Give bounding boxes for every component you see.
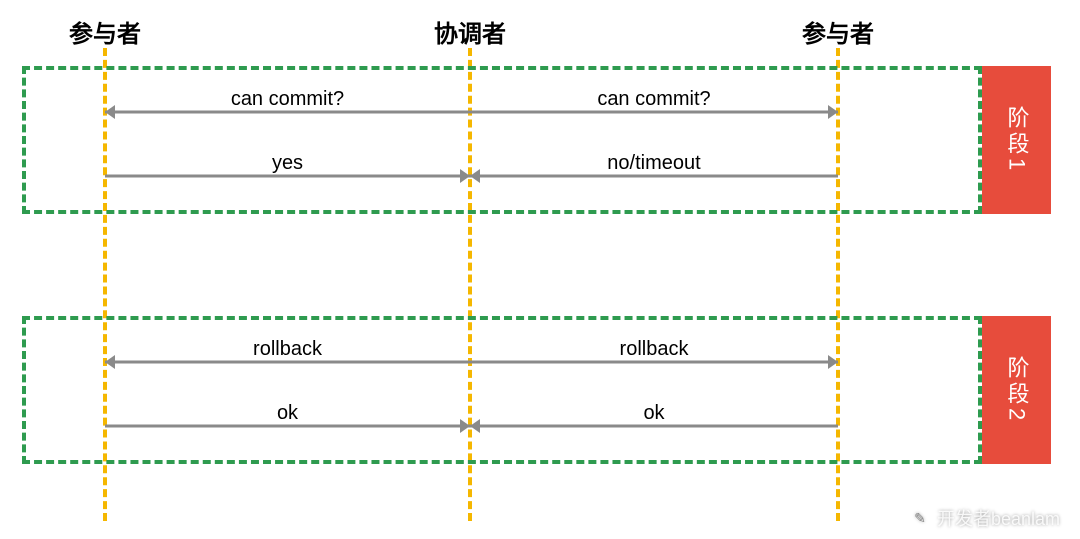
phase-1-badge: 阶段1 [982, 66, 1051, 214]
two-phase-commit-diagram: 参与者 协调者 参与者 阶段1 阶段2 can commit? can comm… [0, 0, 1080, 539]
actor-label-left: 参与者 [69, 14, 141, 49]
actor-label-right: 参与者 [802, 14, 874, 49]
phase-1-badge-label: 阶段1 [1001, 106, 1033, 174]
phase-2-box [22, 316, 982, 464]
phase-2-badge-label: 阶段2 [1001, 356, 1033, 424]
msg-label-3: no/timeout [607, 152, 700, 175]
msg-label-7: ok [643, 402, 664, 425]
msg-label-4: rollback [253, 338, 322, 361]
msg-label-5: rollback [620, 338, 689, 361]
watermark: ✎ 开发者beanlam [909, 505, 1060, 531]
watermark-text: 开发者beanlam [937, 505, 1060, 531]
msg-label-2: yes [272, 152, 303, 175]
msg-label-0: can commit? [231, 88, 344, 111]
phase-2-badge: 阶段2 [982, 316, 1051, 464]
watermark-icon: ✎ [909, 507, 931, 529]
actor-label-center: 协调者 [434, 14, 506, 49]
msg-label-1: can commit? [597, 88, 710, 111]
msg-label-6: ok [277, 402, 298, 425]
phase-1-box [22, 66, 982, 214]
